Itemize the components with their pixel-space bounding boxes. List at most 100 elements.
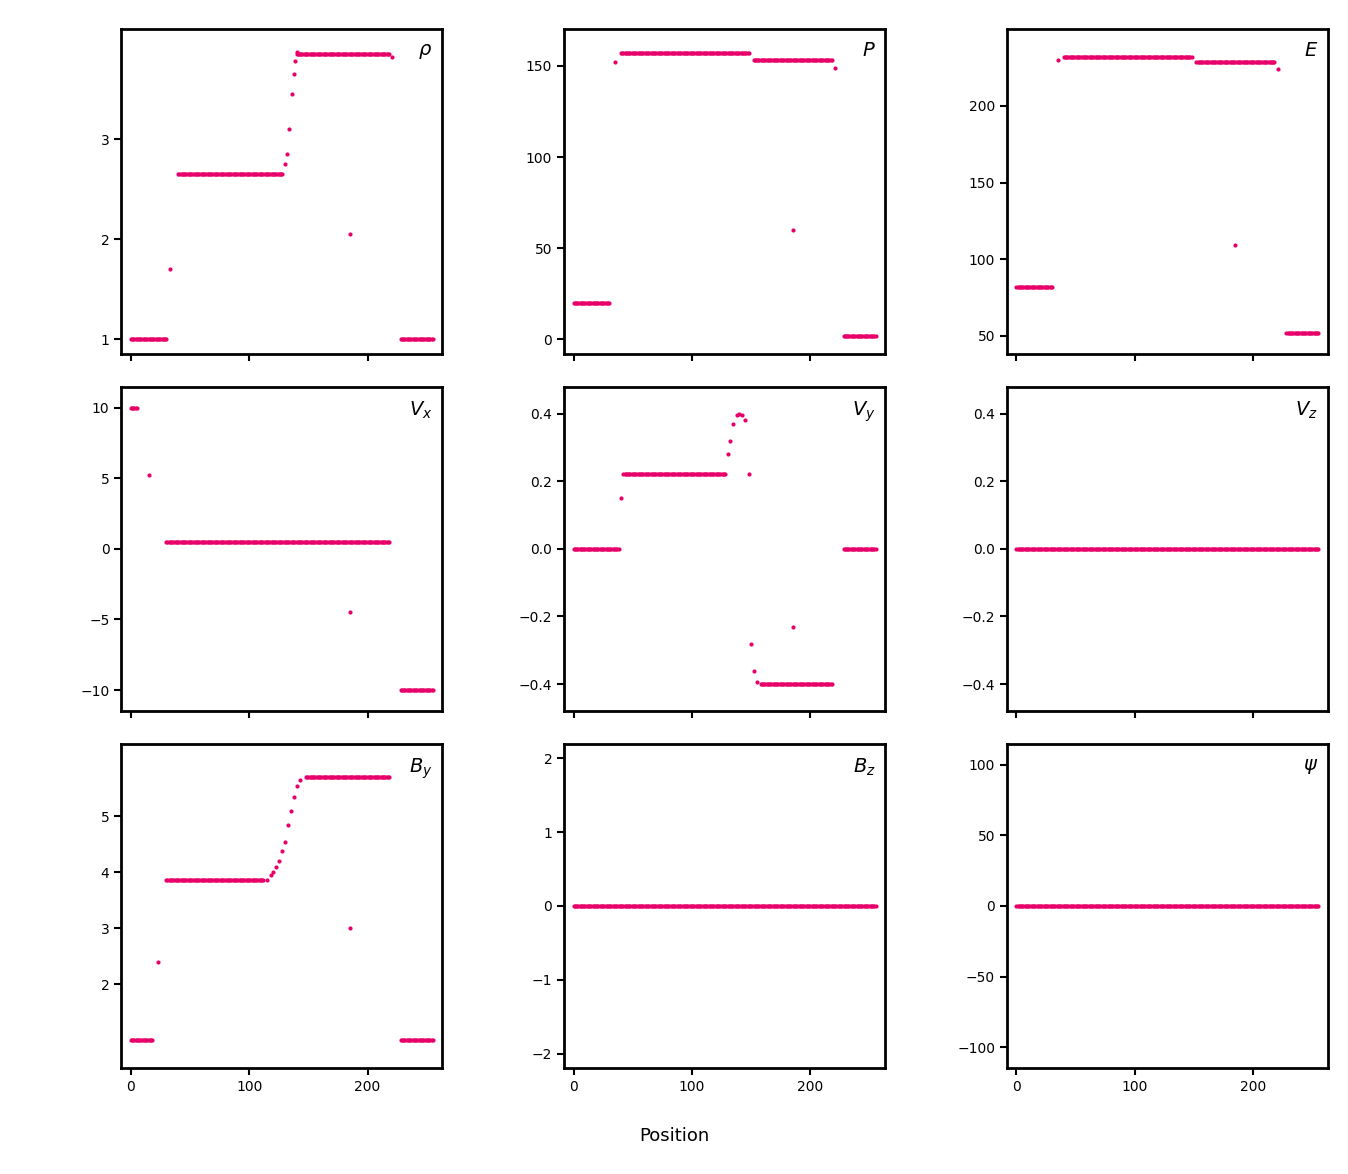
Point <box>1221 897 1243 916</box>
Point <box>1020 540 1042 559</box>
Point <box>276 144 298 163</box>
Point <box>859 540 880 559</box>
Point <box>1041 897 1062 916</box>
Point <box>198 870 220 889</box>
Point <box>702 43 724 62</box>
Point <box>299 45 321 63</box>
Point <box>651 465 673 484</box>
Point <box>329 532 350 551</box>
Point <box>625 465 647 484</box>
Point <box>725 897 747 916</box>
Point <box>630 43 651 62</box>
Point <box>1029 540 1050 559</box>
Point <box>1030 897 1051 916</box>
Point <box>1157 540 1178 559</box>
Point <box>174 532 195 551</box>
Point <box>776 675 798 694</box>
Point <box>1015 540 1037 559</box>
Point <box>1058 540 1080 559</box>
Point <box>600 540 621 559</box>
Point <box>787 50 809 69</box>
Point <box>1138 47 1159 66</box>
Point <box>758 675 779 694</box>
Point <box>1252 540 1274 559</box>
Point <box>1200 53 1221 72</box>
Point <box>1034 897 1055 916</box>
Point <box>1289 897 1310 916</box>
Point <box>763 897 785 916</box>
Point <box>1205 897 1227 916</box>
Point <box>236 532 257 551</box>
Point <box>279 532 301 551</box>
Point <box>182 870 204 889</box>
Point <box>306 45 328 63</box>
Point <box>418 330 439 349</box>
Point <box>1262 897 1283 916</box>
Point <box>168 870 190 889</box>
Point <box>615 43 636 62</box>
Point <box>1155 897 1177 916</box>
Point <box>340 532 361 551</box>
Point <box>785 675 806 694</box>
Point <box>202 164 224 183</box>
Point <box>1294 897 1316 916</box>
Point <box>1072 47 1093 66</box>
Point <box>698 897 720 916</box>
Point <box>864 897 886 916</box>
Point <box>135 330 156 349</box>
Point <box>728 404 749 423</box>
Point <box>1101 47 1123 66</box>
Point <box>1293 323 1314 342</box>
Point <box>654 465 675 484</box>
Point <box>565 294 586 312</box>
Point <box>1099 540 1120 559</box>
Point <box>593 897 615 916</box>
Point <box>1182 897 1204 916</box>
Point <box>407 1031 429 1050</box>
Point <box>713 465 735 484</box>
Point <box>1147 540 1169 559</box>
Point <box>1078 540 1100 559</box>
Point <box>845 540 867 559</box>
Point <box>768 675 790 694</box>
Point <box>1124 47 1146 66</box>
Point <box>361 532 383 551</box>
Point <box>689 43 710 62</box>
Point <box>735 897 756 916</box>
Point <box>679 465 701 484</box>
Point <box>213 870 235 889</box>
Point <box>1057 540 1078 559</box>
Point <box>249 164 271 183</box>
Point <box>1225 540 1247 559</box>
Point <box>661 897 682 916</box>
Point <box>321 532 342 551</box>
Point <box>173 164 194 183</box>
Point <box>291 45 313 63</box>
Point <box>1108 897 1130 916</box>
Point <box>142 1031 163 1050</box>
Point <box>809 675 830 694</box>
Point <box>1016 540 1038 559</box>
Point <box>127 330 148 349</box>
Point <box>608 540 630 559</box>
Point <box>709 897 731 916</box>
Point <box>268 532 290 551</box>
Point <box>303 45 325 63</box>
Point <box>418 681 439 700</box>
Point <box>864 326 886 345</box>
Point <box>577 294 599 312</box>
Point <box>1254 53 1275 72</box>
Point <box>1093 47 1115 66</box>
Point <box>368 45 390 63</box>
Point <box>173 532 194 551</box>
Point <box>294 45 315 63</box>
Point <box>1180 540 1201 559</box>
Point <box>1275 540 1297 559</box>
Point <box>330 45 352 63</box>
Point <box>1116 47 1138 66</box>
Point <box>1227 540 1248 559</box>
Point <box>1018 277 1039 296</box>
Point <box>319 45 341 63</box>
Point <box>1055 897 1077 916</box>
Point <box>623 43 644 62</box>
